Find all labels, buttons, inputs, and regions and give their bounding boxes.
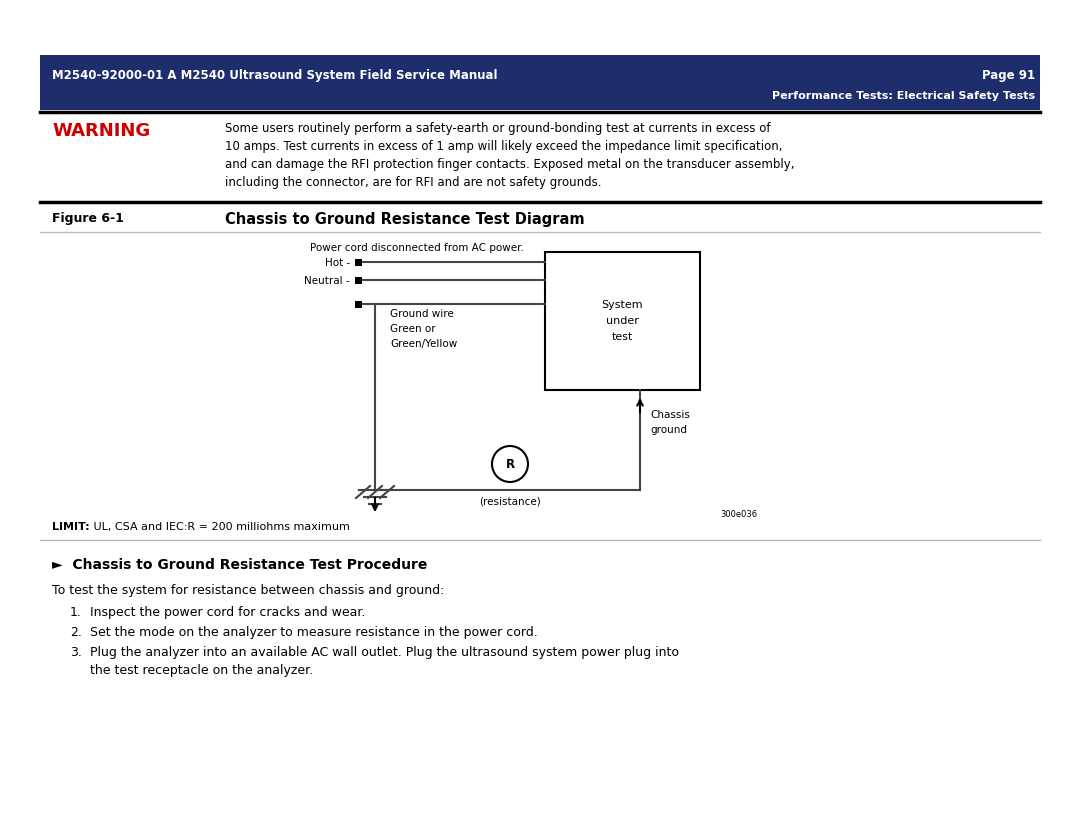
Circle shape: [492, 446, 528, 482]
Text: LIMIT:: LIMIT:: [52, 522, 90, 532]
Text: WARNING: WARNING: [52, 122, 150, 140]
Text: Power cord disconnected from AC power.: Power cord disconnected from AC power.: [310, 243, 524, 253]
Text: UL, CSA and IEC:R = 200 milliohms maximum: UL, CSA and IEC:R = 200 milliohms maximu…: [90, 522, 350, 532]
Text: 3.: 3.: [70, 646, 82, 659]
Text: Set the mode on the analyzer to measure resistance in the power cord.: Set the mode on the analyzer to measure …: [90, 626, 538, 639]
Text: and can damage the RFI protection finger contacts. Exposed metal on the transduc: and can damage the RFI protection finger…: [225, 158, 795, 171]
Text: Chassis
ground: Chassis ground: [650, 410, 690, 435]
Text: 300e036: 300e036: [720, 510, 757, 519]
Text: R: R: [505, 458, 514, 470]
Text: Performance Tests: Electrical Safety Tests: Performance Tests: Electrical Safety Tes…: [772, 91, 1035, 101]
Text: Page 91: Page 91: [982, 69, 1035, 82]
Text: Ground wire
Green or
Green/Yellow: Ground wire Green or Green/Yellow: [390, 309, 457, 349]
Text: 1.: 1.: [70, 606, 82, 619]
Text: Chassis to Ground Resistance Test Diagram: Chassis to Ground Resistance Test Diagra…: [225, 212, 584, 227]
Text: Plug the analyzer into an available AC wall outlet. Plug the ultrasound system p: Plug the analyzer into an available AC w…: [90, 646, 679, 659]
Text: Hot -: Hot -: [325, 258, 350, 268]
Text: ►  Chassis to Ground Resistance Test Procedure: ► Chassis to Ground Resistance Test Proc…: [52, 558, 428, 572]
Text: the test receptacle on the analyzer.: the test receptacle on the analyzer.: [90, 664, 313, 677]
Text: Inspect the power cord for cracks and wear.: Inspect the power cord for cracks and we…: [90, 606, 365, 619]
Bar: [355, 301, 362, 308]
Bar: [355, 259, 362, 266]
Bar: [355, 277, 362, 284]
Text: System
under
test: System under test: [602, 300, 644, 342]
Text: 10 amps. Test currents in excess of 1 amp will likely exceed the impedance limit: 10 amps. Test currents in excess of 1 am…: [225, 140, 783, 153]
Text: To test the system for resistance between chassis and ground:: To test the system for resistance betwee…: [52, 584, 444, 597]
Text: Some users routinely perform a safety-earth or ground-bonding test at currents i: Some users routinely perform a safety-ea…: [225, 122, 770, 135]
Text: Neutral -: Neutral -: [305, 276, 350, 286]
Bar: [40, 55, 1040, 110]
Text: including the connector, are for RFI and are not safety grounds.: including the connector, are for RFI and…: [225, 176, 602, 189]
Bar: [545, 252, 700, 390]
Text: M2540-92000-01 A M2540 Ultrasound System Field Service Manual: M2540-92000-01 A M2540 Ultrasound System…: [52, 69, 498, 82]
Text: 2.: 2.: [70, 626, 82, 639]
Text: (resistance): (resistance): [480, 496, 541, 506]
Text: Figure 6-1: Figure 6-1: [52, 212, 124, 225]
